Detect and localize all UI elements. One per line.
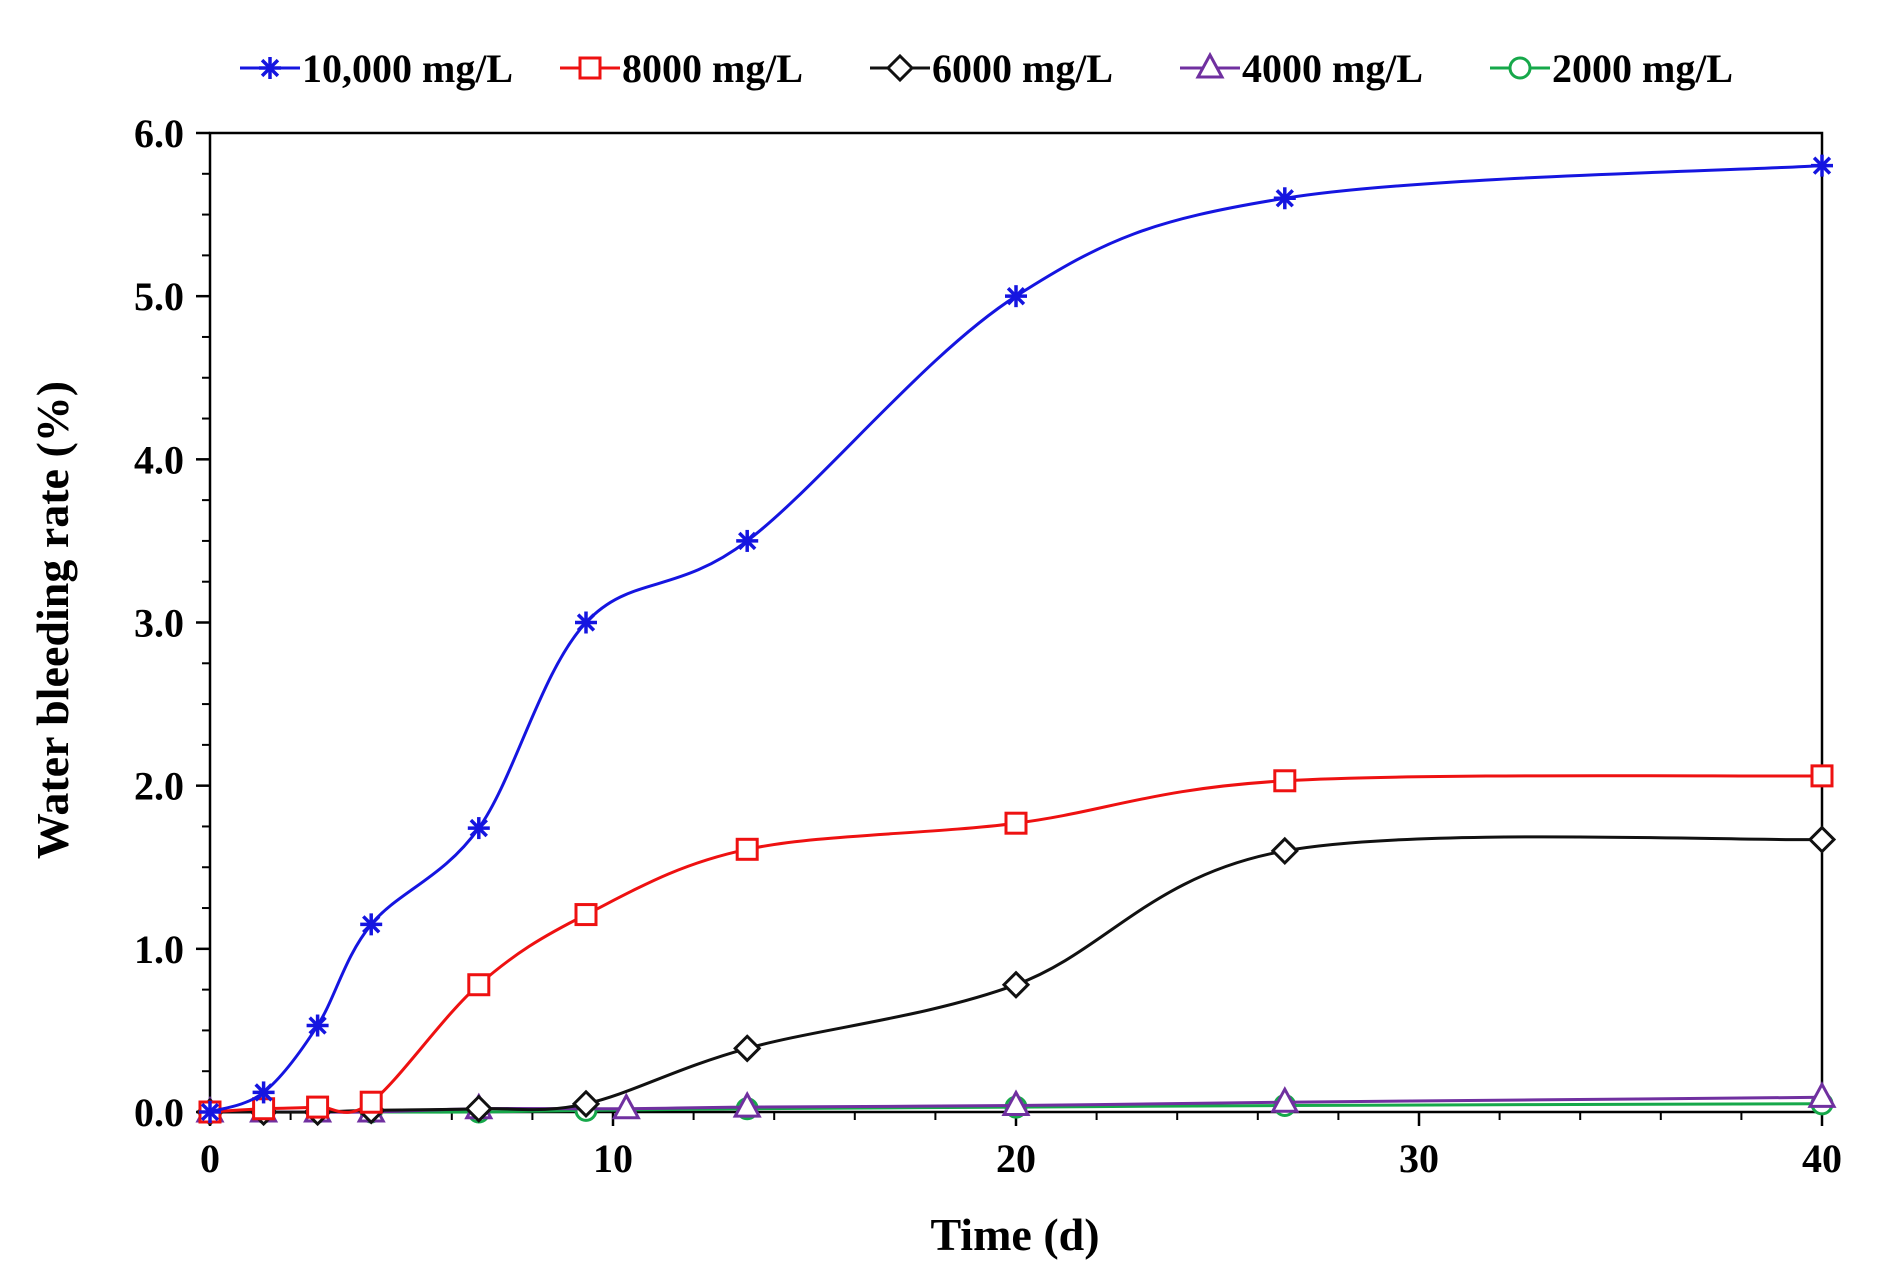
data-point [464,1094,493,1123]
legend-item: 2000 mg/L [1490,46,1733,91]
y-tick-label: 1.0 [134,927,184,972]
data-point [574,903,598,927]
data-point [1273,769,1297,793]
data-point [359,1090,383,1114]
data-point [1270,1086,1300,1113]
data-point [1807,825,1837,854]
legend-label: 6000 mg/L [932,46,1113,91]
legend-marker [1508,56,1532,80]
data-point [1273,187,1296,210]
data-point [1001,1089,1031,1116]
series-triangle [195,1081,1837,1123]
data-point [732,1090,762,1118]
data-point [735,837,759,861]
plot-frame [208,131,1824,1114]
data-point [611,1092,641,1120]
x-tick-label: 40 [1802,1136,1842,1181]
y-tick-label: 2.0 [134,764,184,809]
data-point [467,817,490,840]
series-layer [195,154,1837,1127]
data-point [1001,970,1031,999]
legend-label: 8000 mg/L [622,46,803,91]
x-tick-label: 10 [593,1136,633,1181]
legend-label: 2000 mg/L [1552,46,1733,91]
y-tick-label: 6.0 [134,111,184,156]
data-point [1004,811,1028,835]
data-point [306,1014,329,1037]
data-point [571,1089,601,1118]
series-square [198,764,1834,1124]
legend-item: 8000 mg/L [560,46,803,91]
data-point [360,913,383,936]
data-point [733,1034,762,1063]
x-tick-label: 0 [200,1136,220,1181]
y-axis-title: Water bleeding rate (%) [27,381,78,859]
data-point [1270,836,1299,866]
y-tick-label: 3.0 [134,601,184,646]
data-point [252,1081,275,1104]
data-point [1005,285,1027,308]
y-tick-label: 0.0 [134,1090,184,1135]
axes: 0 10 20 30 40 0.0 1.0 2.0 3.0 4.0 5.0 6.0 [134,111,1842,1181]
data-point [736,529,759,552]
legend-item: 10,000 mg/L [240,46,513,91]
legend-marker [578,56,602,80]
legend-label: 10,000 mg/L [302,46,513,91]
legend-marker [259,57,281,79]
series-line [209,774,1823,1114]
series-diamond [195,825,1837,1127]
series-line [209,164,1823,1114]
x-axis-title: Time (d) [930,1209,1099,1260]
data-point [467,973,491,997]
x-tick-label: 20 [996,1136,1036,1181]
x-tick-label: 30 [1399,1136,1439,1181]
data-point [574,611,597,634]
legend-label: 4000 mg/L [1242,46,1423,91]
legend-marker [885,53,915,83]
data-point [1810,764,1834,788]
data-point [1811,154,1833,177]
data-point [306,1095,330,1119]
legend-item: 4000 mg/L [1180,46,1423,91]
legend-marker [1195,51,1225,79]
series-asterisk [199,154,1833,1123]
legend: 10,000 mg/L 8000 mg/L 6000 mg/L 4000 mg/L 20… [240,46,1733,91]
y-tick-label: 4.0 [134,437,184,482]
legend-item: 6000 mg/L [870,46,1113,91]
data-point [1807,1081,1837,1108]
data-point [199,1101,221,1123]
y-tick-label: 5.0 [134,274,184,319]
